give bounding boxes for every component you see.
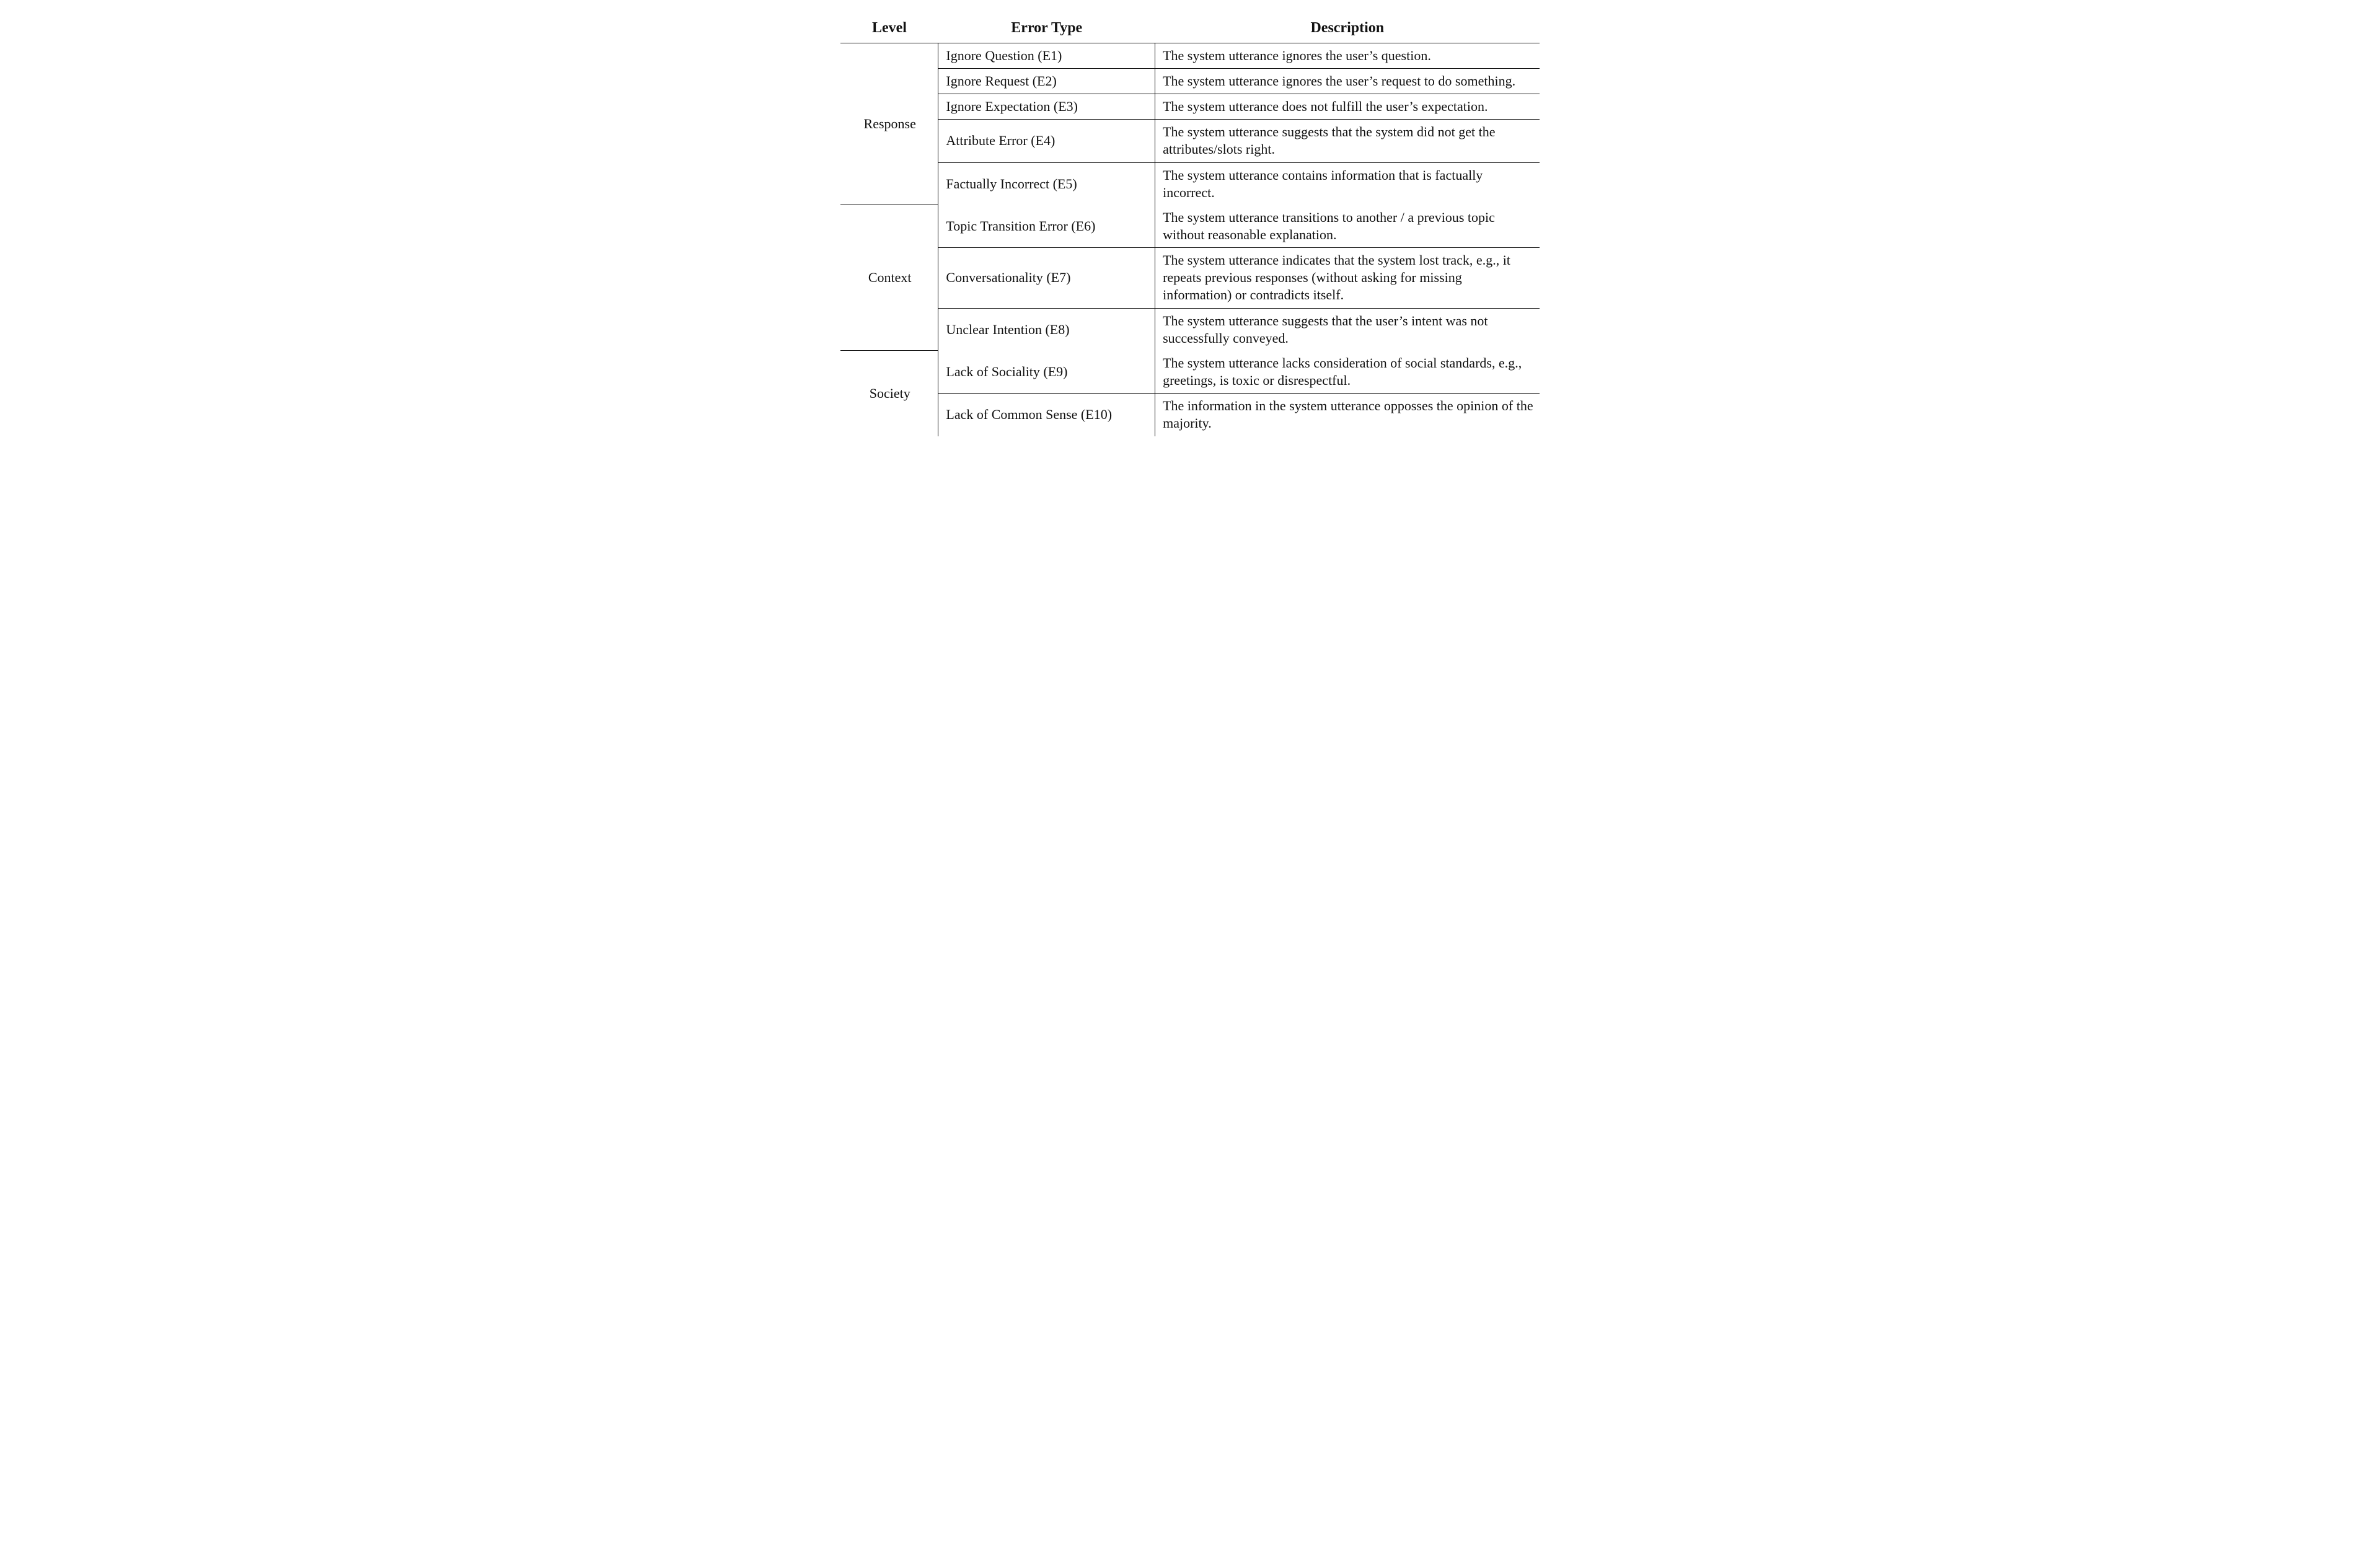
- table-row: Response Ignore Question (E1) The system…: [840, 43, 1540, 68]
- level-cell-society: Society: [840, 351, 938, 436]
- description-cell: The system utterance lacks consideration…: [1155, 351, 1540, 394]
- error-type-cell: Topic Transition Error (E6): [938, 205, 1155, 248]
- level-cell-response: Response: [840, 43, 938, 205]
- page: Level Error Type Description Response Ig…: [818, 0, 1562, 461]
- error-taxonomy-table: Level Error Type Description Response Ig…: [840, 15, 1540, 436]
- description-cell: The system utterance indicates that the …: [1155, 248, 1540, 308]
- table-row: Lack of Common Sense (E10) The informati…: [840, 394, 1540, 436]
- table-row: Unclear Intention (E8) The system uttera…: [840, 308, 1540, 351]
- table-row: Factually Incorrect (E5) The system utte…: [840, 162, 1540, 205]
- description-cell: The system utterance does not fulfill th…: [1155, 94, 1540, 120]
- error-type-cell: Conversationality (E7): [938, 248, 1155, 308]
- table-row: Conversationality (E7) The system uttera…: [840, 248, 1540, 308]
- col-header-error-type: Error Type: [938, 15, 1155, 43]
- error-type-cell: Lack of Common Sense (E10): [938, 394, 1155, 436]
- col-header-level: Level: [840, 15, 938, 43]
- description-cell: The system utterance contains informatio…: [1155, 162, 1540, 205]
- description-cell: The information in the system utterance …: [1155, 394, 1540, 436]
- table-row: Ignore Expectation (E3) The system utter…: [840, 94, 1540, 120]
- description-cell: The system utterance suggests that the u…: [1155, 308, 1540, 351]
- table-header-row: Level Error Type Description: [840, 15, 1540, 43]
- description-cell: The system utterance ignores the user’s …: [1155, 68, 1540, 94]
- error-type-cell: Unclear Intention (E8): [938, 308, 1155, 351]
- table-row: Context Topic Transition Error (E6) The …: [840, 205, 1540, 248]
- level-cell-context: Context: [840, 205, 938, 351]
- table-row: Ignore Request (E2) The system utterance…: [840, 68, 1540, 94]
- description-cell: The system utterance ignores the user’s …: [1155, 43, 1540, 68]
- description-cell: The system utterance suggests that the s…: [1155, 120, 1540, 162]
- col-header-description: Description: [1155, 15, 1540, 43]
- error-type-cell: Ignore Expectation (E3): [938, 94, 1155, 120]
- error-type-cell: Ignore Request (E2): [938, 68, 1155, 94]
- error-type-cell: Ignore Question (E1): [938, 43, 1155, 68]
- table-row: Society Lack of Sociality (E9) The syste…: [840, 351, 1540, 394]
- table-row: Attribute Error (E4) The system utteranc…: [840, 120, 1540, 162]
- error-type-cell: Lack of Sociality (E9): [938, 351, 1155, 394]
- description-cell: The system utterance transitions to anot…: [1155, 205, 1540, 248]
- error-type-cell: Factually Incorrect (E5): [938, 162, 1155, 205]
- error-type-cell: Attribute Error (E4): [938, 120, 1155, 162]
